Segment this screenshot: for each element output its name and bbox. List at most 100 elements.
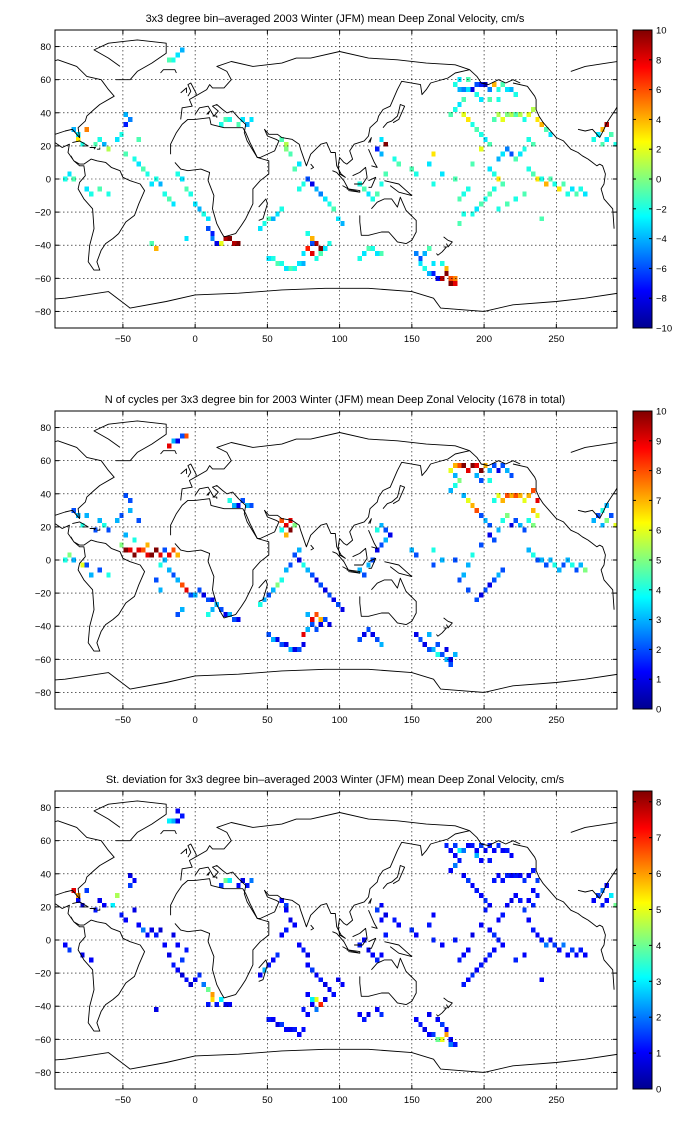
data-bin xyxy=(487,141,493,147)
data-bin xyxy=(431,912,436,918)
data-bin xyxy=(496,572,501,578)
data-bin xyxy=(123,917,128,923)
data-bin xyxy=(513,492,519,498)
coastline xyxy=(55,287,617,312)
data-bin xyxy=(457,463,462,469)
coastline xyxy=(89,147,96,150)
data-bin xyxy=(62,176,68,182)
data-bin xyxy=(127,882,133,888)
data-bin xyxy=(106,146,111,152)
coastline xyxy=(180,87,187,94)
data-bin xyxy=(305,246,310,252)
data-bin xyxy=(166,552,172,558)
data-bin xyxy=(570,186,575,192)
data-bin xyxy=(466,947,471,953)
coastline xyxy=(346,569,360,574)
x-tick-label: −50 xyxy=(115,715,131,726)
data-bin xyxy=(305,612,310,618)
data-bin xyxy=(236,502,241,508)
data-bin xyxy=(296,646,302,652)
data-bin xyxy=(114,136,120,142)
data-bin xyxy=(409,547,415,553)
data-bin xyxy=(552,181,558,187)
data-bin xyxy=(266,255,271,261)
data-bin xyxy=(119,912,124,918)
coastline xyxy=(368,137,372,143)
data-bin xyxy=(309,997,315,1003)
data-bin xyxy=(509,872,514,878)
data-bin xyxy=(461,848,467,854)
data-bin xyxy=(591,897,597,903)
data-bin xyxy=(266,962,271,968)
data-bin xyxy=(427,1012,432,1017)
data-bin xyxy=(184,947,189,953)
data-bin xyxy=(80,902,85,908)
data-bin xyxy=(561,942,566,948)
data-bin xyxy=(483,82,488,88)
data-bin xyxy=(145,932,150,938)
data-bin xyxy=(591,136,597,142)
data-bin xyxy=(296,260,302,266)
data-bin xyxy=(288,917,293,923)
colorbar-tick-label: −6 xyxy=(656,264,667,275)
y-tick-label: −40 xyxy=(35,1002,51,1013)
data-bin xyxy=(175,818,180,824)
data-bin xyxy=(483,517,488,523)
data-bin xyxy=(435,275,441,281)
coastlines xyxy=(55,39,617,312)
data-bin xyxy=(357,255,362,261)
data-bin xyxy=(205,597,211,603)
data-bin xyxy=(357,636,362,642)
data-bin xyxy=(396,161,402,167)
data-bin xyxy=(522,497,527,503)
data-bin xyxy=(97,567,102,573)
data-bin xyxy=(175,552,180,558)
x-tick-label: 250 xyxy=(548,715,564,726)
data-bin xyxy=(210,236,215,242)
data-bin xyxy=(453,82,458,88)
colorbar-tick-label: 0 xyxy=(656,1085,661,1096)
data-bin xyxy=(296,161,302,167)
data-bin xyxy=(184,587,189,593)
data-bin xyxy=(479,922,484,928)
data-bin xyxy=(453,106,458,112)
data-bin xyxy=(474,507,480,513)
colorbar-tick-label: 1 xyxy=(656,1049,661,1060)
coastline xyxy=(180,432,471,559)
data-bin xyxy=(444,656,449,662)
data-bin xyxy=(314,627,319,633)
data-bin xyxy=(535,116,540,122)
data-bin xyxy=(188,982,193,988)
coastline xyxy=(72,521,89,528)
data-bin xyxy=(479,131,484,137)
data-bin xyxy=(535,557,540,563)
coastline xyxy=(258,198,268,221)
data-bin xyxy=(227,612,232,618)
data-bin xyxy=(379,251,384,256)
data-bin xyxy=(578,562,584,568)
data-bin xyxy=(500,151,506,157)
data-bin xyxy=(431,151,436,157)
data-bin xyxy=(431,646,436,652)
data-bin xyxy=(487,468,493,474)
data-bin xyxy=(539,216,545,222)
data-bin xyxy=(305,962,310,968)
coastline xyxy=(332,170,349,190)
data-bin xyxy=(309,622,315,628)
coastline xyxy=(310,544,315,551)
data-bin xyxy=(496,97,501,103)
y-tick-label: 80 xyxy=(40,803,51,814)
data-bin xyxy=(171,438,176,444)
data-bin xyxy=(492,82,497,88)
data-bin xyxy=(288,265,293,271)
data-bin xyxy=(500,567,506,573)
data-bin xyxy=(375,191,380,197)
data-bin xyxy=(309,181,315,187)
data-bin xyxy=(574,191,579,197)
data-bin xyxy=(474,597,480,603)
data-bin xyxy=(531,507,536,513)
colorbar: −10 −8 −6 −4 −2 0 2 4 6 8 10 xyxy=(632,26,672,335)
data-bin xyxy=(483,907,488,913)
coastline xyxy=(170,498,270,619)
data-bin xyxy=(422,265,428,271)
